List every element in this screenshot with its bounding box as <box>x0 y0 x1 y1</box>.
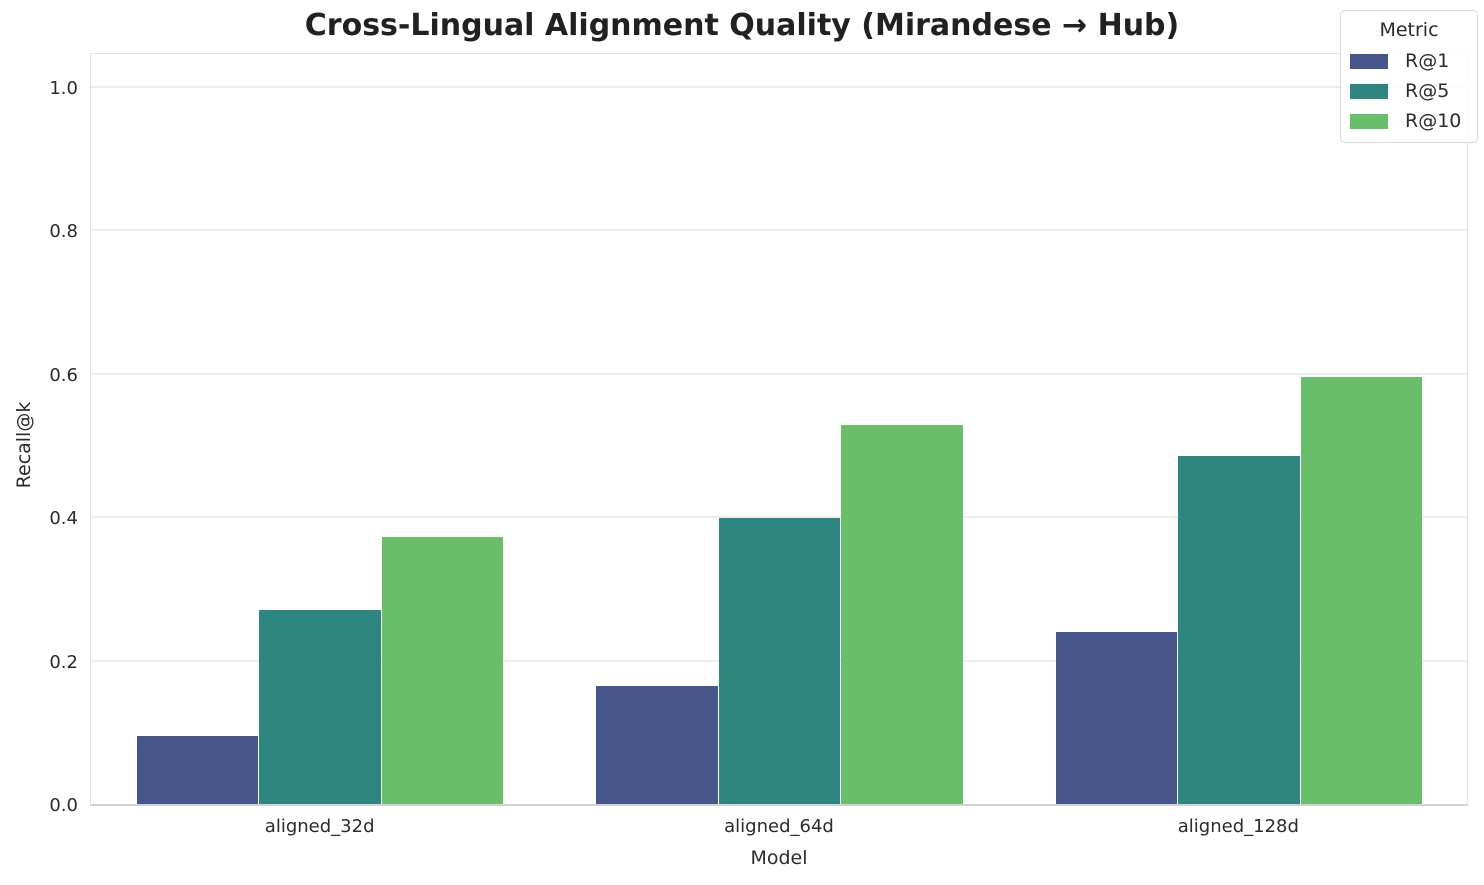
y-tick-0.8: 0.8 <box>49 221 78 243</box>
x-tick-aligned_32d: aligned_32d <box>264 816 375 837</box>
bar-aligned_64d-r5 <box>718 517 841 804</box>
legend-entry-r5: R@5 <box>1341 76 1477 106</box>
legend-entry-label: R@10 <box>1405 110 1462 132</box>
bar-aligned_128d-r10 <box>1300 377 1423 804</box>
legend-entry-r1: R@1 <box>1341 46 1477 76</box>
legend-swatch-icon <box>1350 83 1388 99</box>
legend-entries: R@1 R@5 R@10 <box>1341 46 1477 136</box>
y-tick-0.2: 0.2 <box>49 651 78 673</box>
bar-aligned_128d-r5 <box>1178 456 1300 804</box>
y-tick-1.0: 1.0 <box>49 77 78 99</box>
bar-aligned_32d-r10 <box>381 537 504 804</box>
legend-swatch-icon <box>1350 113 1388 129</box>
gridline <box>91 372 1467 375</box>
bar-aligned_64d-r10 <box>841 425 963 804</box>
legend-swatch-icon <box>1350 53 1388 69</box>
x-tick-aligned_64d: aligned_64d <box>724 816 834 837</box>
chart-title: Cross-Lingual Alignment Quality (Mirande… <box>304 8 1180 43</box>
legend: Metric R@1 R@5 R@10 <box>1340 10 1478 143</box>
bar-aligned_32d-r5 <box>259 610 381 804</box>
gridline <box>91 516 1467 519</box>
plot-area <box>90 53 1468 806</box>
y-tick-0.6: 0.6 <box>49 364 78 386</box>
legend-title: Metric <box>1379 19 1439 41</box>
y-tick-0.0: 0.0 <box>49 795 78 816</box>
x-tick-aligned_128d: aligned_128d <box>1177 816 1299 837</box>
bar-aligned_32d-r1 <box>136 735 259 804</box>
gridline <box>91 85 1467 88</box>
bar-aligned_64d-r1 <box>596 685 718 804</box>
y-axis-label: Recall@k <box>13 401 35 489</box>
bar-aligned_128d-r1 <box>1055 631 1178 804</box>
legend-entry-label: R@5 <box>1405 80 1450 102</box>
x-axis-label: Model <box>750 847 808 869</box>
legend-entry-label: R@1 <box>1405 50 1450 72</box>
gridline <box>91 229 1467 232</box>
legend-entry-r10: R@10 <box>1341 106 1477 136</box>
y-tick-0.4: 0.4 <box>49 508 78 530</box>
